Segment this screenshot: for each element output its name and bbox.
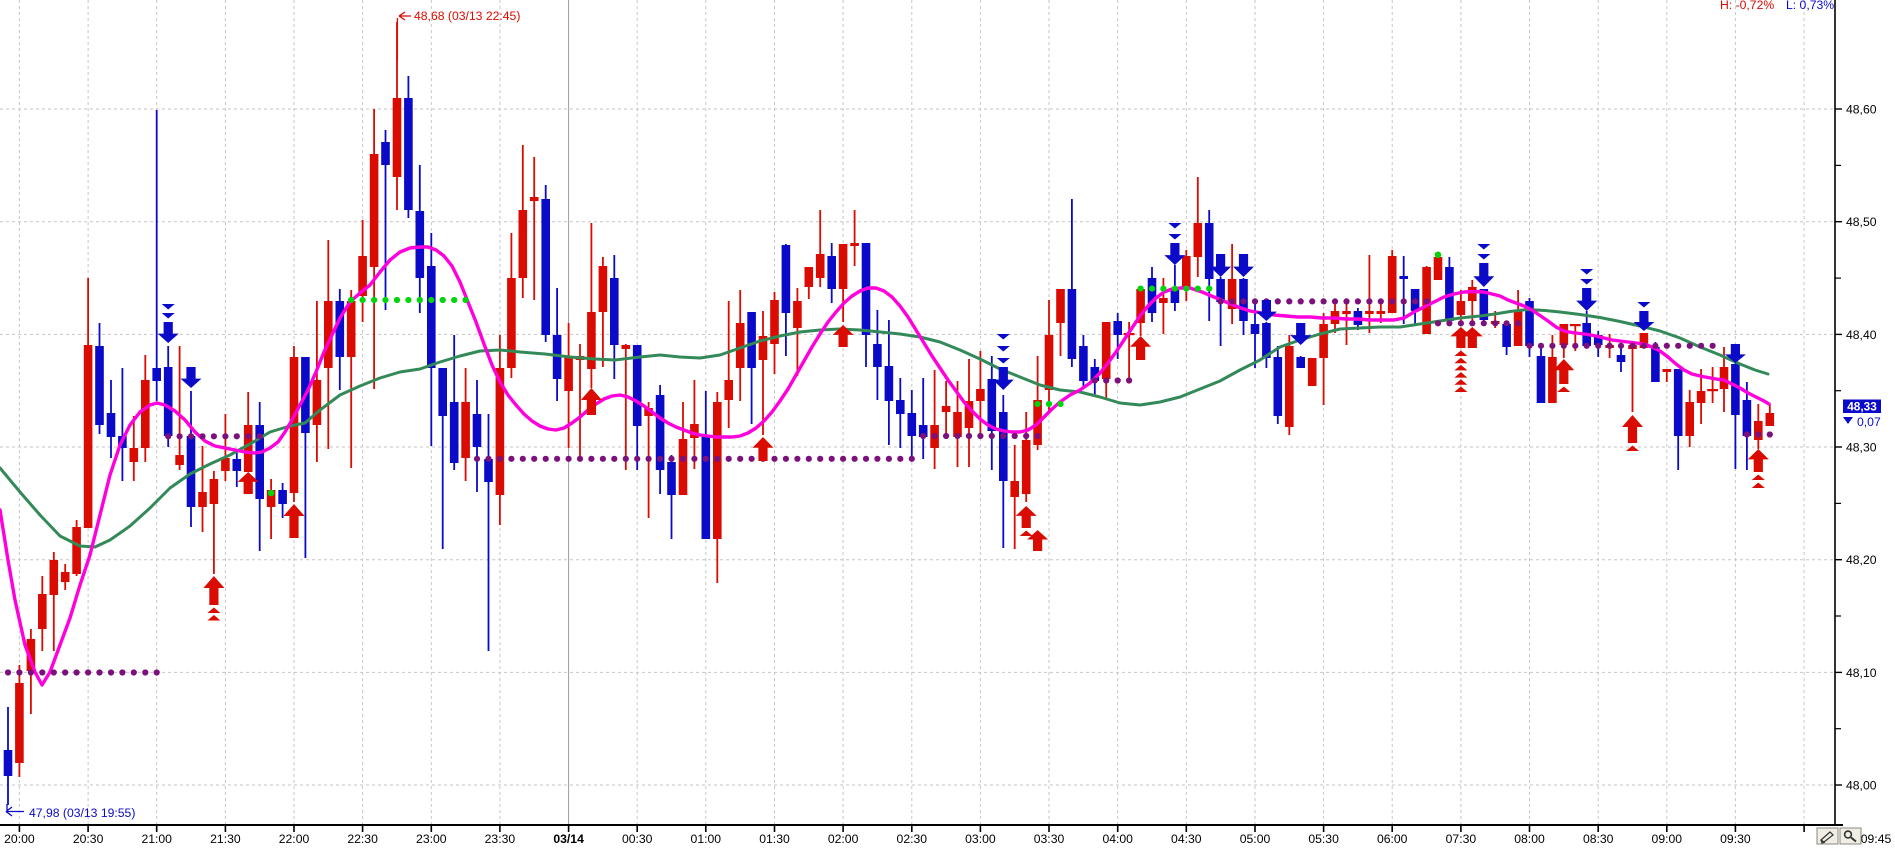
svg-text:06:00: 06:00 xyxy=(1377,832,1408,846)
svg-text:H: -0,72%: H: -0,72% xyxy=(1720,0,1774,12)
svg-text:08:00: 08:00 xyxy=(1514,832,1545,846)
svg-text:09:30: 09:30 xyxy=(1720,832,1751,846)
svg-text:03:30: 03:30 xyxy=(1034,832,1065,846)
svg-text:48,20: 48,20 xyxy=(1846,553,1877,567)
svg-text:02:30: 02:30 xyxy=(897,832,928,846)
svg-text:21:30: 21:30 xyxy=(210,832,241,846)
svg-text:48,40: 48,40 xyxy=(1846,328,1877,342)
svg-text:01:30: 01:30 xyxy=(759,832,790,846)
svg-text:03/14: 03/14 xyxy=(553,832,584,846)
svg-text:23:00: 23:00 xyxy=(416,832,447,846)
svg-text:01:00: 01:00 xyxy=(691,832,722,846)
svg-text:00:30: 00:30 xyxy=(622,832,653,846)
svg-text:48,50: 48,50 xyxy=(1846,215,1877,229)
svg-text:48,33: 48,33 xyxy=(1847,400,1877,414)
svg-text:22:30: 22:30 xyxy=(347,832,378,846)
svg-text:20:00: 20:00 xyxy=(4,832,35,846)
svg-text:09:45: 09:45 xyxy=(1861,832,1892,846)
svg-text:05:30: 05:30 xyxy=(1308,832,1339,846)
svg-text:08:30: 08:30 xyxy=(1583,832,1614,846)
svg-text:04:00: 04:00 xyxy=(1102,832,1133,846)
svg-text:04:30: 04:30 xyxy=(1171,832,1202,846)
svg-text:48,60: 48,60 xyxy=(1846,103,1877,117)
svg-text:03:00: 03:00 xyxy=(965,832,996,846)
svg-text:48,68 (03/13 22:45): 48,68 (03/13 22:45) xyxy=(414,9,520,23)
svg-text:02:00: 02:00 xyxy=(828,832,859,846)
svg-text:07:30: 07:30 xyxy=(1446,832,1477,846)
svg-text:23:30: 23:30 xyxy=(485,832,516,846)
svg-text:09:00: 09:00 xyxy=(1652,832,1683,846)
svg-text:L: 0,73%: L: 0,73% xyxy=(1786,0,1834,12)
svg-text:21:00: 21:00 xyxy=(141,832,172,846)
svg-text:48,30: 48,30 xyxy=(1846,441,1877,455)
svg-text:05:00: 05:00 xyxy=(1240,832,1271,846)
svg-text:22:00: 22:00 xyxy=(279,832,310,846)
svg-text:48,00: 48,00 xyxy=(1846,779,1877,793)
svg-text:20:30: 20:30 xyxy=(73,832,104,846)
svg-text:47,98 (03/13 19:55): 47,98 (03/13 19:55) xyxy=(29,806,135,820)
svg-text:48,10: 48,10 xyxy=(1846,666,1877,680)
svg-text:0,07: 0,07 xyxy=(1857,415,1881,429)
